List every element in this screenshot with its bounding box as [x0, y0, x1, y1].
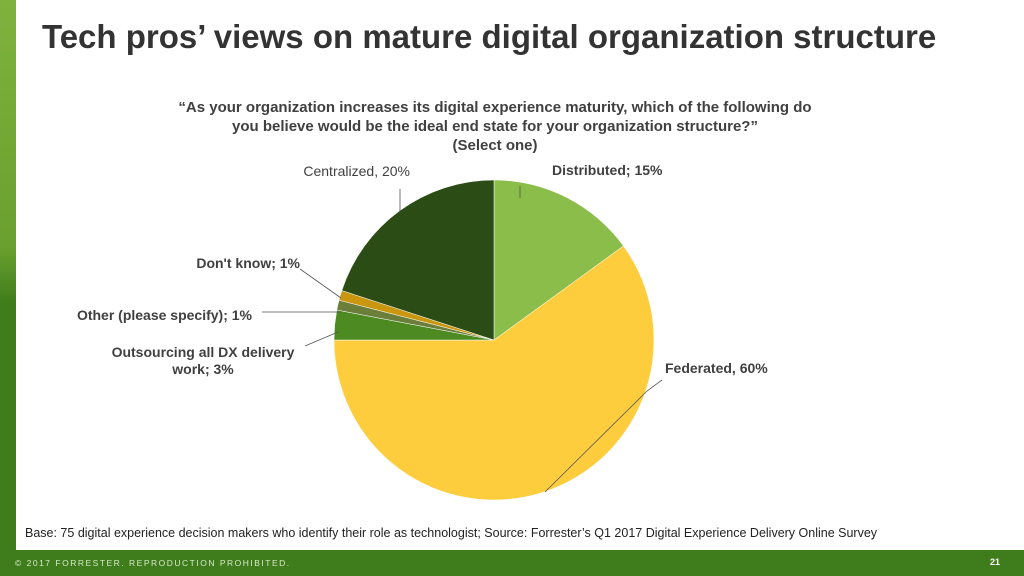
left-accent-bar — [0, 0, 16, 550]
leader-line — [544, 379, 663, 493]
leader-line — [304, 331, 339, 347]
slide-title: Tech pros’ views on mature digital organ… — [42, 18, 937, 55]
chart-question-line-3: (Select one) — [452, 137, 538, 154]
chart-question-line-1: “As your organization increases its digi… — [178, 99, 812, 116]
slice-label: Other (please specify); 1% — [77, 307, 253, 323]
page-number: 21 — [989, 557, 1000, 567]
slice-label: Distributed; 15% — [552, 162, 663, 178]
pie-slice-distributed — [493, 179, 624, 341]
leader-line — [299, 268, 342, 299]
pie-chart: Distributed; 15% Federated, 60% Outsourcin… — [77, 162, 768, 501]
chart-question: “As your organization increases its digi… — [150, 98, 840, 155]
slice-label: Outsourcing all DX delivery work; 3% — [112, 344, 295, 377]
pie-slice-federated — [333, 245, 655, 501]
slice-label: Don't know; 1% — [196, 255, 300, 271]
footer-copyright: © 2017 FORRESTER. REPRODUCTION PROHIBITE… — [15, 558, 291, 568]
slice-label: Centralized, 20% — [303, 163, 410, 179]
base-note: Base: 75 digital experience decision mak… — [25, 526, 878, 540]
footer-bar: © 2017 FORRESTER. REPRODUCTION PROHIBITE… — [0, 550, 1024, 576]
chart-question-line-2: you believe would be the ideal end state… — [232, 118, 758, 135]
slice-label: Federated, 60% — [665, 360, 768, 376]
